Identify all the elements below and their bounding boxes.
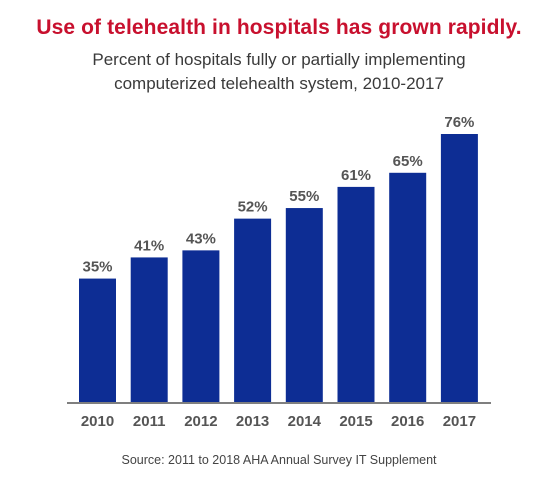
- data-label-2016: 65%: [393, 153, 423, 170]
- x-tick-label-2014: 2014: [288, 413, 322, 430]
- chart-title: Use of telehealth in hospitals has grown…: [36, 16, 522, 39]
- x-tick-label-2016: 2016: [391, 413, 424, 430]
- bar-2016: [389, 172, 427, 402]
- chart-subtitle: Percent of hospitals fully or partially …: [0, 48, 558, 96]
- x-tick-label-2011: 2011: [133, 413, 166, 430]
- bar-2011: [130, 257, 168, 402]
- bar-2010: [79, 278, 116, 402]
- bar-2012: [182, 250, 220, 402]
- bar-2017: [440, 134, 478, 402]
- data-label-2017: 76%: [444, 114, 474, 131]
- data-label-2014: 55%: [289, 188, 319, 205]
- data-label-2011: 41%: [134, 237, 164, 254]
- x-tick-label-2010: 2010: [81, 413, 114, 430]
- source-note: Source: 2011 to 2018 AHA Annual Survey I…: [121, 453, 437, 467]
- x-tick-label-2015: 2015: [339, 413, 372, 430]
- x-tick-label-2017: 2017: [443, 413, 476, 430]
- bar-2014: [285, 208, 323, 402]
- subtitle-line-2: computerized telehealth system, 2010-201…: [114, 74, 444, 93]
- data-label-2015: 61%: [341, 167, 371, 184]
- x-tick-label-2013: 2013: [236, 413, 269, 430]
- data-label-2012: 43%: [186, 230, 216, 247]
- subtitle-line-1: Percent of hospitals fully or partially …: [92, 50, 466, 69]
- data-label-2013: 52%: [238, 199, 268, 216]
- data-label-2010: 35%: [82, 259, 112, 276]
- x-tick-label-2012: 2012: [184, 413, 217, 430]
- bar-2013: [234, 218, 272, 402]
- bar-2015: [337, 186, 375, 402]
